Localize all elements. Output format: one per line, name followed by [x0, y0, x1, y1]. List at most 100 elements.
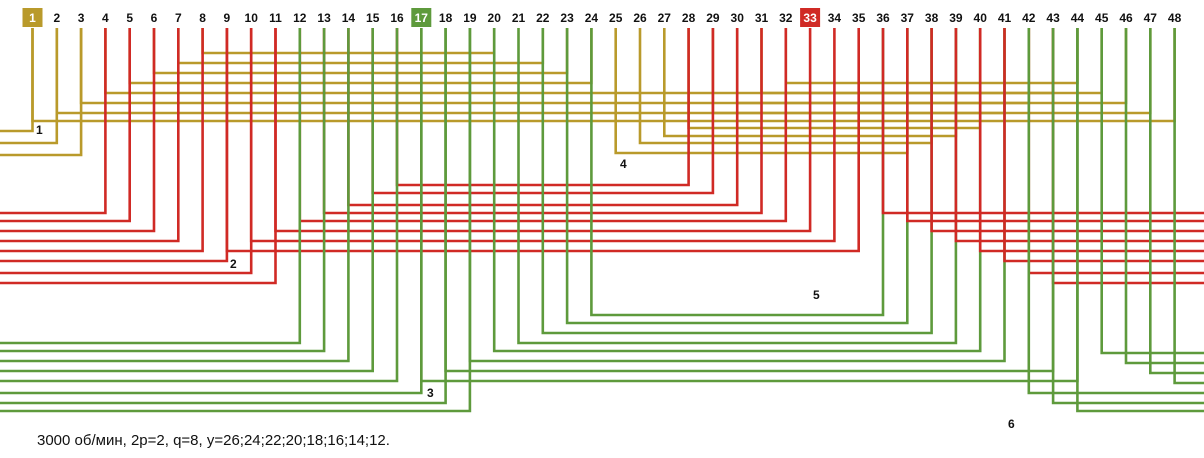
wire-59 [0, 28, 472, 413]
slot-number-43: 43 [1046, 11, 1060, 25]
slot-number-32: 32 [779, 11, 793, 25]
slot-number-2: 2 [53, 11, 60, 25]
wire-50 [1027, 28, 1204, 275]
wire-42 [0, 28, 253, 275]
wire-3 [152, 28, 569, 75]
wire-52 [0, 28, 302, 345]
slot-number-15: 15 [366, 11, 380, 25]
wire-51 [1051, 28, 1204, 285]
wire-45 [906, 28, 1204, 223]
wire-66 [1076, 28, 1204, 413]
slot-number-5: 5 [126, 11, 133, 25]
slot-number-42: 42 [1022, 11, 1036, 25]
slot-number-9: 9 [224, 11, 231, 25]
slot-number-25: 25 [609, 11, 623, 25]
phase-labels: 1 2 3 4 5 6 [36, 123, 1015, 431]
slot-box-33 [800, 8, 821, 27]
phase-label-2: 2 [230, 257, 237, 271]
slot-box-17 [411, 8, 432, 27]
diagram-caption: 3000 об/мин, 2p=2, q=8, y=26;24;22;20;18… [37, 432, 390, 449]
slot-number-20: 20 [488, 11, 502, 25]
phase-label-3: 3 [427, 386, 434, 400]
wire-55 [0, 28, 374, 373]
slot-number-23: 23 [560, 11, 574, 25]
wire-46 [930, 28, 1204, 233]
phase-label-6: 6 [1008, 417, 1015, 431]
slot-number-22: 22 [536, 11, 550, 25]
slot-number-12: 12 [293, 11, 307, 25]
wire-65 [1051, 28, 1204, 405]
highlighted-slot-boxes [22, 8, 821, 27]
slot-number-41: 41 [998, 11, 1012, 25]
slot-number-39: 39 [949, 11, 963, 25]
wire-53 [0, 28, 326, 353]
wire-62 [1149, 28, 1204, 375]
wire-44 [881, 28, 1204, 215]
slot-number-17: 17 [415, 11, 429, 25]
wire-57 [0, 28, 423, 395]
slot-number-11: 11 [269, 11, 282, 25]
wire-61 [1124, 28, 1204, 365]
slot-number-14: 14 [342, 11, 356, 25]
wire-38 [0, 28, 156, 233]
wire-39 [0, 28, 180, 243]
wire-43 [0, 28, 277, 285]
slot-number-40: 40 [974, 11, 988, 25]
slot-number-30: 30 [731, 11, 745, 25]
slot-number-31: 31 [755, 11, 769, 25]
wire-48 [978, 28, 1204, 253]
slot-box-1 [22, 8, 43, 27]
phase-label-5: 5 [813, 288, 820, 302]
slot-number-18: 18 [439, 11, 453, 25]
slot-number-10: 10 [245, 11, 259, 25]
winding-wires [0, 28, 1204, 413]
slot-number-34: 34 [828, 11, 842, 25]
slot-number-46: 46 [1119, 11, 1133, 25]
wire-37 [0, 28, 131, 223]
wire-41 [0, 28, 229, 263]
wire-64 [1027, 28, 1204, 395]
wire-58 [0, 28, 447, 405]
slot-number-48: 48 [1168, 11, 1182, 25]
slot-number-26: 26 [633, 11, 647, 25]
slot-number-21: 21 [512, 11, 526, 25]
slot-number-3: 3 [78, 11, 85, 25]
slot-number-6: 6 [151, 11, 158, 25]
slot-number-44: 44 [1071, 11, 1085, 25]
wire-60 [1100, 28, 1204, 355]
phase-label-1: 1 [36, 123, 43, 137]
wire-4 [128, 28, 593, 85]
slot-number-8: 8 [199, 11, 206, 25]
slot-number-35: 35 [852, 11, 866, 25]
wire-35 [0, 28, 83, 157]
slot-numbers: 1 2 3 4 5 6 7 8 9 10 11 12 13 14 15 16 17 18 19 20 21 22 23 24 2… [29, 11, 1181, 25]
wire-40 [0, 28, 204, 253]
slot-number-45: 45 [1095, 11, 1109, 25]
slot-number-27: 27 [658, 11, 672, 25]
slot-number-1: 1 [29, 11, 36, 25]
slot-number-16: 16 [390, 11, 404, 25]
wire-33 [0, 28, 34, 133]
slot-number-13: 13 [317, 11, 331, 25]
slot-number-4: 4 [102, 11, 109, 25]
slot-number-7: 7 [175, 11, 182, 25]
wire-31 [444, 28, 1055, 373]
slot-number-38: 38 [925, 11, 939, 25]
slot-number-47: 47 [1144, 11, 1158, 25]
slot-number-36: 36 [876, 11, 890, 25]
slot-number-33: 33 [803, 11, 817, 25]
wire-56 [0, 28, 399, 383]
wire-36 [0, 28, 107, 215]
wire-49 [1003, 28, 1204, 263]
wire-54 [0, 28, 350, 363]
slot-number-37: 37 [901, 11, 915, 25]
wire-47 [954, 28, 1204, 243]
wire-34 [0, 28, 59, 145]
wire-2 [177, 28, 545, 65]
slot-number-19: 19 [463, 11, 477, 25]
slot-number-28: 28 [682, 11, 696, 25]
wire-63 [1173, 28, 1204, 385]
wire-7 [55, 28, 1152, 115]
slot-number-29: 29 [706, 11, 720, 25]
